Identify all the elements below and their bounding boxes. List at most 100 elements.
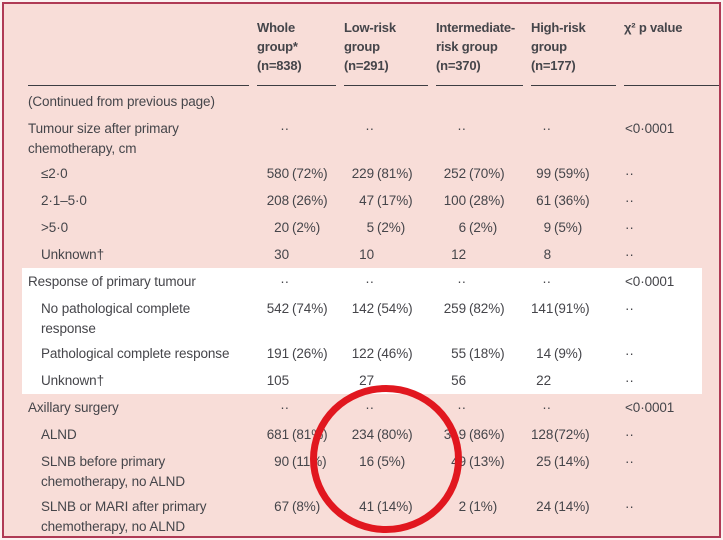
cell-low-risk: 229 (81%) xyxy=(344,164,428,184)
value-number: ·· xyxy=(457,120,466,136)
cell-intermediate-risk: 12 xyxy=(436,245,523,265)
value-percent: (2%) xyxy=(377,219,406,235)
table-row-2-1-5-0: 2·1–5·0 208 (26%) 47 (17%) 100 (28%) 61 (36%… xyxy=(4,187,719,214)
cell-intermediate-risk xyxy=(436,92,523,112)
value-number: 580 xyxy=(266,165,289,181)
value-number: 90 xyxy=(274,453,289,469)
table-row-slnb-before: SLNB before primary chemotherapy, no ALN… xyxy=(4,448,719,493)
cell-intermediate-risk: 55 (18%) xyxy=(436,344,523,364)
cell-low-risk: 122 (46%) xyxy=(344,344,428,364)
cell-low-risk xyxy=(344,92,428,112)
table-row-tumour-size: Tumour size after primary chemotherapy, … xyxy=(4,115,719,160)
cell-whole-group: 30 xyxy=(257,245,336,265)
row-label: SLNB or MARI after primary chemotherapy,… xyxy=(41,498,207,534)
value-number: 234 xyxy=(351,426,374,442)
cell-high-risk: ·· xyxy=(531,272,616,292)
value-percent: (82%) xyxy=(469,300,505,316)
cell-high-risk xyxy=(531,92,616,112)
cell-intermediate-risk: 100 (28%) xyxy=(436,191,523,211)
value-percent: (14%) xyxy=(554,498,590,514)
value-percent: (80%) xyxy=(377,426,413,442)
cell-intermediate-risk: 259 (82%) xyxy=(436,299,523,319)
row-label: >5·0 xyxy=(41,219,68,235)
value-number: 22 xyxy=(536,372,551,388)
cell-high-risk: ·· xyxy=(531,398,616,418)
cell-low-risk: 142 (54%) xyxy=(344,299,428,319)
cell-low-risk: ·· xyxy=(344,398,428,418)
cell-p-value: ·· xyxy=(625,246,634,262)
column-header-intermediate-risk: Intermediate- risk group (n=370) xyxy=(436,4,523,86)
value-percent: (2%) xyxy=(469,219,498,235)
value-percent: (72%) xyxy=(292,165,328,181)
value-number: 27 xyxy=(359,372,374,388)
cell-whole-group: 105 xyxy=(257,371,336,391)
column-header-low-risk: Low-risk group (n=291) xyxy=(344,4,428,86)
highlight-band xyxy=(22,268,702,394)
value-number: 16 xyxy=(359,453,374,469)
table-row-slnb-mari-after: SLNB or MARI after primary chemotherapy,… xyxy=(4,493,719,536)
value-percent: (86%) xyxy=(469,426,505,442)
value-number: 128 xyxy=(531,426,554,442)
row-label: ≤2·0 xyxy=(41,165,68,181)
value-number: 47 xyxy=(359,192,374,208)
value-number: 24 xyxy=(536,498,551,514)
cell-intermediate-risk: 6 (2%) xyxy=(436,218,523,238)
row-label: (Continued from previous page) xyxy=(28,94,215,109)
cell-p-value: ·· xyxy=(625,453,634,469)
value-number: ·· xyxy=(542,120,551,136)
value-number: ·· xyxy=(542,273,551,289)
cell-high-risk: 9 (5%) xyxy=(531,218,616,238)
value-percent: (2%) xyxy=(292,219,321,235)
cell-intermediate-risk: 252 (70%) xyxy=(436,164,523,184)
value-number: ·· xyxy=(457,399,466,415)
value-percent: (5%) xyxy=(554,219,583,235)
value-number: 12 xyxy=(451,246,466,262)
cell-whole-group: 542 (74%) xyxy=(257,299,336,319)
value-number: 30 xyxy=(274,246,289,262)
value-number: 252 xyxy=(443,165,466,181)
cell-intermediate-risk: 2 (1%) xyxy=(436,497,523,517)
cell-intermediate-risk: 49 (13%) xyxy=(436,452,523,472)
value-number: 20 xyxy=(274,219,289,235)
row-label: No pathological complete response xyxy=(41,300,191,336)
table-row-pathological-complete-response: Pathological complete response 191 (26%) … xyxy=(4,340,719,367)
cell-p-value: <0·0001 xyxy=(625,399,675,415)
cell-low-risk: ·· xyxy=(344,272,428,292)
row-label: 2·1–5·0 xyxy=(41,192,87,208)
value-percent: (26%) xyxy=(292,345,328,361)
table-row-no-pathological-complete-response: No pathological complete response 542 (74… xyxy=(4,295,719,340)
value-percent: (72%) xyxy=(554,426,590,442)
row-label: Response of primary tumour xyxy=(28,273,196,289)
value-number: ·· xyxy=(457,273,466,289)
cell-p-value: <0·0001 xyxy=(625,120,675,136)
cell-p-value: ·· xyxy=(625,219,634,235)
value-number: ·· xyxy=(365,273,374,289)
value-number: 61 xyxy=(536,192,551,208)
row-label: Unknown† xyxy=(41,246,104,262)
value-percent: (5%) xyxy=(377,453,406,469)
value-percent: (74%) xyxy=(292,300,328,316)
column-header-high-risk: High-risk group (n=177) xyxy=(531,4,616,86)
value-number: 25 xyxy=(536,453,551,469)
value-number: ·· xyxy=(280,273,289,289)
cell-intermediate-risk: 319 (86%) xyxy=(436,425,523,445)
column-header-whole-group: Whole group* (n=838) xyxy=(257,4,336,86)
value-percent: (91%) xyxy=(554,300,590,316)
cell-p-value: ·· xyxy=(625,300,634,316)
cell-intermediate-risk: ·· xyxy=(436,398,523,418)
table-row-response-unknown: Unknown† 105 27 56 22 ·· xyxy=(4,367,719,394)
cell-intermediate-risk: 56 xyxy=(436,371,523,391)
value-percent: (54%) xyxy=(377,300,413,316)
value-number: 542 xyxy=(266,300,289,316)
value-number: 99 xyxy=(536,165,551,181)
table-row-alnd: ALND 681 (81%) 234 (80%) 319 (86%) 128(72%)… xyxy=(4,421,719,448)
value-percent: (8%) xyxy=(292,498,321,514)
value-number: 5 xyxy=(366,219,375,235)
cell-low-risk: 41 (14%) xyxy=(344,497,428,517)
cell-whole-group: ·· xyxy=(257,272,336,292)
column-header-p-value: χ² p value xyxy=(624,4,719,86)
cell-low-risk: 27 xyxy=(344,371,428,391)
table-header-row: Whole group* (n=838) Low-risk group (n=2… xyxy=(4,4,719,86)
value-percent: (18%) xyxy=(469,345,505,361)
